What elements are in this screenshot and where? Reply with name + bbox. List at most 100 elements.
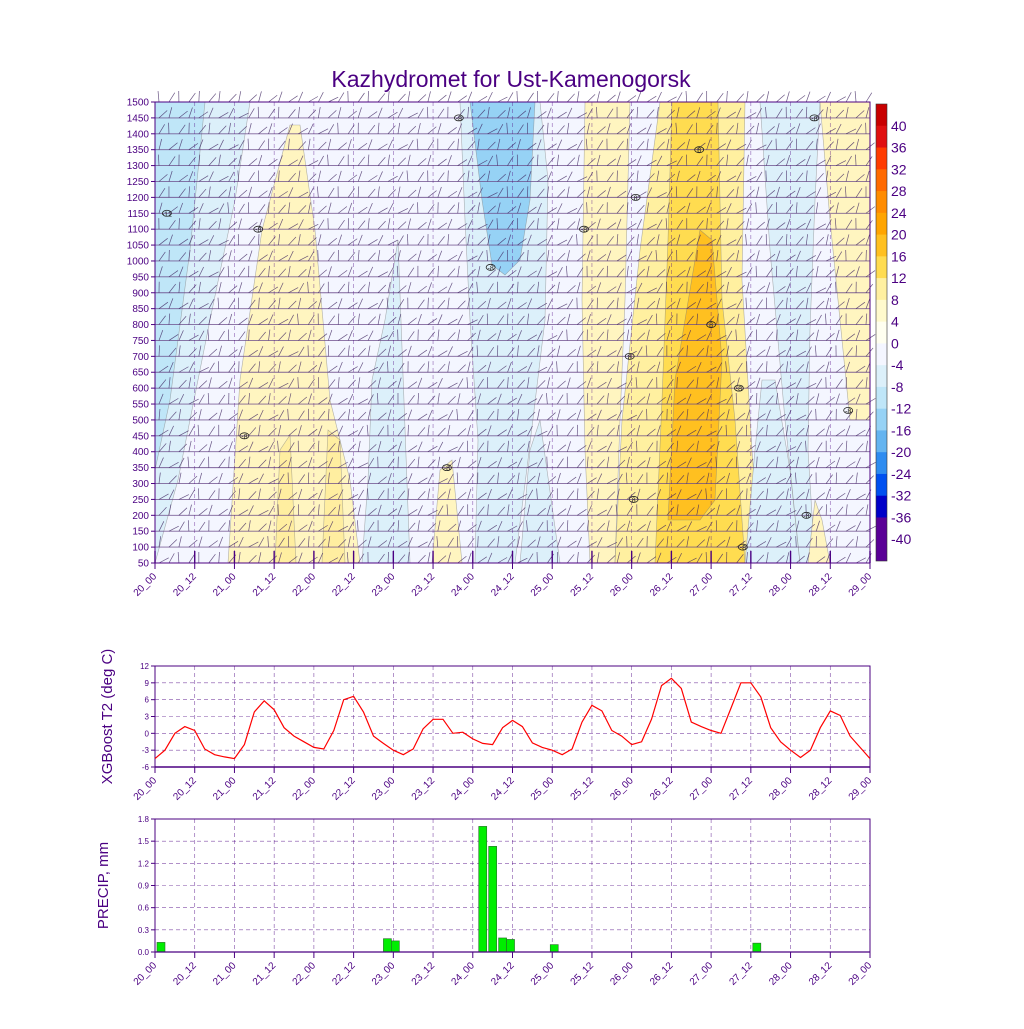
y-tick-label: 0.3 [138, 926, 150, 935]
contour-label: 8 [697, 148, 701, 155]
colorbar-label: -4 [891, 357, 904, 373]
wind-barb [587, 94, 595, 102]
contour-label: -8 [581, 227, 587, 234]
y-tick-label: -3 [142, 746, 150, 755]
contour-label: -8 [241, 434, 247, 441]
x-tick-label: 27_00 [688, 775, 716, 803]
color-swatch [876, 300, 887, 322]
wind-barb [388, 91, 389, 102]
y-tick-label: 1500 [127, 98, 150, 109]
y-tick-label: 50 [138, 559, 150, 570]
wind-barb [866, 93, 872, 102]
x-tick-label: 25_00 [529, 960, 557, 988]
x-tick-label: 25_00 [529, 571, 557, 599]
wind-barb [249, 95, 257, 102]
y-tick-label: 550 [132, 400, 149, 411]
x-tick-label: 28_00 [767, 775, 795, 803]
y-tick-label: 200 [132, 511, 149, 522]
precip-bar [383, 939, 391, 952]
colorbar-label: -32 [891, 488, 911, 504]
x-tick-label: 26_12 [648, 571, 676, 599]
x-tick-label: 20_12 [171, 960, 199, 988]
chart-title: Kazhydromet for Ust-Kamenogorsk [331, 66, 691, 92]
y-tick-label: 0.6 [138, 904, 150, 913]
wind-barb [657, 92, 662, 102]
x-tick-label: 23_12 [410, 571, 438, 599]
precip-bar [550, 945, 558, 952]
wind-barb [488, 92, 493, 102]
y-tick-label: 0.9 [138, 882, 150, 891]
contour-label: -8 [444, 466, 450, 473]
colorbar-label: 16 [891, 248, 907, 264]
y-tick-label: -6 [142, 763, 150, 772]
x-tick-label: 29_00 [847, 571, 875, 599]
x-tick-label: 28_12 [807, 775, 835, 803]
y-tick-label: 700 [132, 352, 149, 363]
wind-barb [478, 96, 487, 102]
wind-barb [169, 93, 175, 102]
color-swatch [876, 169, 887, 191]
wind-barb [796, 95, 805, 102]
x-tick-label: 22_00 [291, 571, 319, 599]
color-swatch [876, 191, 887, 213]
wind-barb [816, 96, 825, 102]
x-tick-label: 22_00 [291, 775, 319, 803]
wind-barb [418, 94, 426, 102]
wind-barb [189, 93, 195, 102]
wind-barb [239, 91, 241, 102]
y-tick-label: 12 [140, 662, 149, 671]
y-axis-label: PRECIP, mm [95, 842, 112, 929]
x-tick-label: 26_00 [608, 775, 636, 803]
color-swatch [876, 322, 887, 344]
y-tick-label: 0 [145, 729, 150, 738]
x-tick-label: 23_00 [370, 960, 398, 988]
wind-barb [766, 91, 768, 102]
wind-barb [278, 92, 282, 102]
y-tick-label: 250 [132, 495, 149, 506]
x-tick-label: 20_00 [132, 571, 160, 599]
y-tick-label: 1200 [127, 193, 150, 204]
x-tick-label: 29_00 [847, 960, 875, 988]
wind-barb [448, 92, 451, 102]
x-tick-label: 20_12 [171, 775, 199, 803]
colorbar-label: 28 [891, 183, 907, 199]
x-tick-label: 25_12 [569, 571, 597, 599]
x-tick-label: 26_12 [648, 775, 676, 803]
wind-barb [697, 93, 703, 102]
colorbar-label: -8 [891, 379, 904, 395]
wind-barb [517, 91, 518, 102]
x-tick-label: 24_00 [449, 571, 477, 599]
color-swatch [876, 452, 887, 474]
colorbar-label: 40 [891, 118, 907, 134]
y-tick-label: 9 [145, 679, 150, 688]
colorbar-label: 32 [891, 161, 907, 177]
contour-label: -8 [488, 265, 494, 272]
x-tick-label: 26_12 [648, 960, 676, 988]
wind-barb [627, 96, 636, 102]
y-tick-label: 1.2 [138, 859, 150, 868]
wind-barb [219, 91, 220, 102]
x-tick-label: 24_12 [489, 775, 517, 803]
wind-barb [786, 91, 789, 102]
color-swatch [876, 126, 887, 148]
color-swatch [876, 517, 887, 539]
wind-barb [607, 95, 615, 102]
y-tick-label: 1250 [127, 177, 150, 188]
x-tick-label: 21_00 [211, 960, 239, 988]
contour-label: -8 [740, 545, 746, 552]
wind-barb [737, 94, 744, 102]
precip-bar [479, 826, 487, 952]
x-tick-label: 27_12 [728, 571, 756, 599]
y-tick-label: 1.8 [138, 815, 150, 824]
wind-barb [158, 91, 159, 102]
color-swatch [876, 213, 887, 235]
x-tick-label: 25_00 [529, 775, 557, 803]
wind-barb [756, 94, 764, 102]
y-tick-label: 6 [145, 696, 150, 705]
contour-label: 8 [709, 323, 713, 330]
y-tick-label: 0.0 [138, 948, 150, 957]
wind-barb [408, 91, 410, 102]
